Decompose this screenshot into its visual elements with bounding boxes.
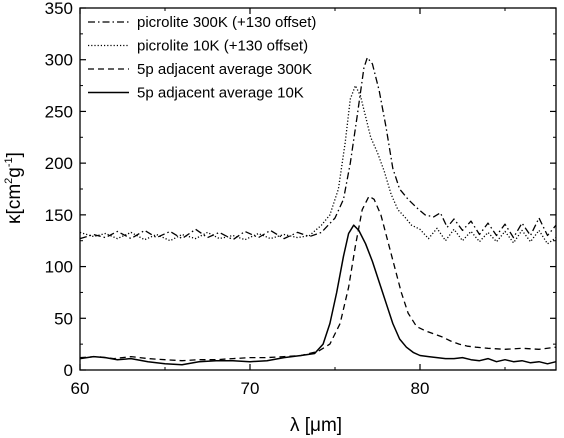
legend-label-3: 5p adjacent average 300K	[137, 61, 312, 78]
y-axis-label: κ[cm2g-1]	[3, 152, 25, 224]
series-layer	[79, 56, 557, 366]
plot-frame	[79, 7, 557, 371]
series-line-3	[79, 195, 557, 362]
y-label-end: ]	[4, 152, 25, 157]
y-label-mid: g	[4, 167, 25, 178]
y-tick-label: 150	[45, 206, 73, 225]
y-label-exp1: 2	[3, 178, 15, 184]
y-tick-label: 200	[45, 154, 73, 173]
y-label-exp2: -1	[3, 157, 15, 167]
y-tick-label: 300	[45, 51, 73, 70]
legend-label-4: 5p adjacent average 10K	[137, 85, 304, 102]
series-line-4	[79, 224, 557, 366]
x-axis-label: λ [μm]	[290, 415, 342, 436]
ticks-layer: 0 50 100 150 200 250 300 350 60 70 80	[45, 0, 556, 398]
y-tick-label: 350	[45, 0, 73, 18]
legend-label-1: picrolite 300K (+130 offset)	[137, 14, 316, 31]
y-tick-label: 50	[54, 309, 73, 328]
series-line-2	[79, 84, 557, 245]
x-tick-label: 70	[241, 379, 260, 398]
x-tick-label: 60	[71, 379, 90, 398]
y-label-base: κ[cm	[4, 184, 25, 224]
y-tick-label: 100	[45, 258, 73, 277]
series-line-1	[79, 56, 557, 241]
legend-label-2: picrolite 10K (+130 offset)	[137, 38, 308, 55]
y-tick-label: 250	[45, 102, 73, 121]
x-tick-label: 80	[411, 379, 430, 398]
legend: picrolite 300K (+130 offset) picrolite 10…	[88, 14, 316, 102]
y-tick-label: 0	[64, 361, 73, 380]
